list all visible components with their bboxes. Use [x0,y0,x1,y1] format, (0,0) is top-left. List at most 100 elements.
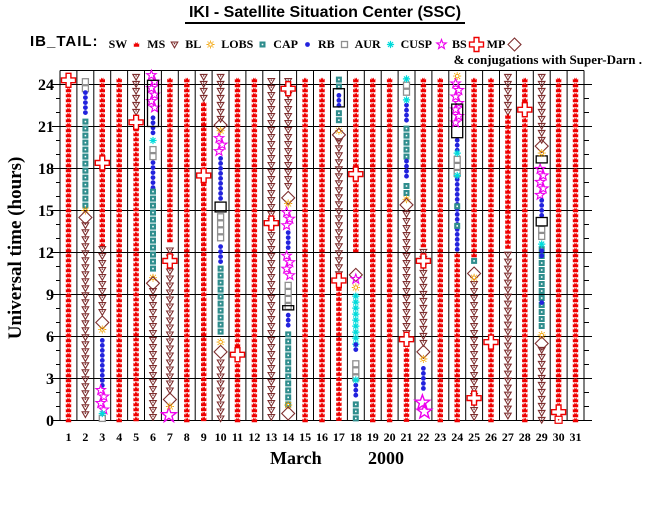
day-column-2 [78,78,93,419]
legend-item-label: BL [185,37,202,51]
marker-BS [466,390,482,406]
marker-AUR [453,148,462,158]
marker-BL [402,194,411,204]
day-column-14 [280,78,296,421]
marker-LOBS [454,222,461,229]
day-column-21 [398,74,415,422]
marker-LOBS [454,203,461,210]
svg-text:22: 22 [417,430,429,444]
svg-text:12: 12 [38,245,54,262]
day-column-7 [161,77,178,422]
svg-text:5: 5 [133,430,139,444]
legend-item-SW: SW [109,35,146,52]
legend-item-label: LOBS [221,37,254,51]
svg-text:18: 18 [38,161,54,178]
marker-BL [537,330,547,340]
marker-RSQ [554,415,563,424]
svg-text:1: 1 [66,430,72,444]
marker-MP [145,276,161,291]
day-column-16 [319,77,325,423]
svg-text:7: 7 [167,430,173,444]
legend-item-label: CUSP [400,37,432,51]
legend-item-LOBS: LOBS [221,35,271,52]
marker-BL [351,283,361,292]
day-column-4 [116,77,122,423]
marker-BL [216,126,226,136]
svg-text:20: 20 [384,430,396,444]
marker-BL [452,71,462,81]
x-axis-month-label: March [270,448,322,468]
legend: IB_TAIL: SW MS BL LOBS CAP RB AUR CUSP BS MP [30,33,630,53]
marker-MP [95,315,110,330]
dataset-label: IB_TAIL: [30,33,99,50]
legend-item-BL: BL [185,35,219,52]
legend-item-label: SW [108,37,128,51]
day-column-18 [348,77,364,422]
day-column-31 [572,77,579,423]
legend-items: SW MS BL LOBS CAP RB AUR CUSP BS MP [109,35,526,53]
svg-text:0: 0 [46,413,54,430]
marker-MP [331,127,346,142]
day-column-22 [414,77,433,419]
interval-rect [535,216,548,227]
marker-BS [195,167,212,184]
marker-BL [469,273,479,283]
marker-BL [283,199,293,208]
legend-item-label: BS [451,37,467,51]
marker-BL [148,273,158,283]
day-column-10 [213,73,228,423]
svg-text:27: 27 [502,430,514,444]
day-column-15 [302,77,308,423]
interval-rect [451,103,464,139]
marker-BS [517,101,533,118]
interval-rect [332,88,346,108]
marker-MP [416,344,431,359]
legend-item-label: MS [147,37,166,51]
svg-text:21: 21 [38,119,54,136]
svg-text:8: 8 [184,430,190,444]
svg-text:2: 2 [82,430,88,444]
legend-item-BS: BS [451,35,485,53]
svg-text:30: 30 [553,430,565,444]
marker-BS [94,155,111,171]
svg-text:29: 29 [536,430,548,444]
svg-text:31: 31 [570,430,582,444]
legend-item-MP: MP [487,35,524,52]
marker-BS [229,347,246,363]
svg-text:14: 14 [282,430,294,444]
day-column-29 [534,73,549,424]
marker-MP [162,392,177,407]
marker-BS [483,334,499,350]
legend-item-label: RB [317,37,335,51]
legend-item-label: CAP [273,37,298,51]
marker-MP [281,190,296,205]
marker-BS [263,215,279,231]
day-column-1 [60,72,77,423]
interval-rect [214,201,227,213]
svg-text:11: 11 [232,430,243,444]
svg-text:17: 17 [333,430,345,444]
marker-LOBS [471,257,478,264]
svg-text:6: 6 [150,430,156,444]
legend-item-label: MP [486,37,506,51]
x-axis-year-label: 2000 [368,448,404,468]
day-column-20 [386,77,393,423]
legend-item-AUR: AUR [355,35,399,52]
svg-text:18: 18 [350,430,362,444]
marker-BS [60,72,77,89]
marker-BS [162,253,178,269]
svg-text:6: 6 [46,329,54,346]
interval-rect [146,79,160,128]
legend-item-label: AUR [354,37,381,51]
marker-AUR [402,95,411,105]
svg-text:9: 9 [46,287,54,304]
svg-text:15: 15 [299,430,311,444]
day-column-11 [229,77,246,423]
marker-BS [415,253,432,269]
day-column-12 [251,77,258,423]
page-title-text: IKI - Satellite Situation Center (SSC) [184,4,466,24]
svg-text:13: 13 [265,430,277,444]
